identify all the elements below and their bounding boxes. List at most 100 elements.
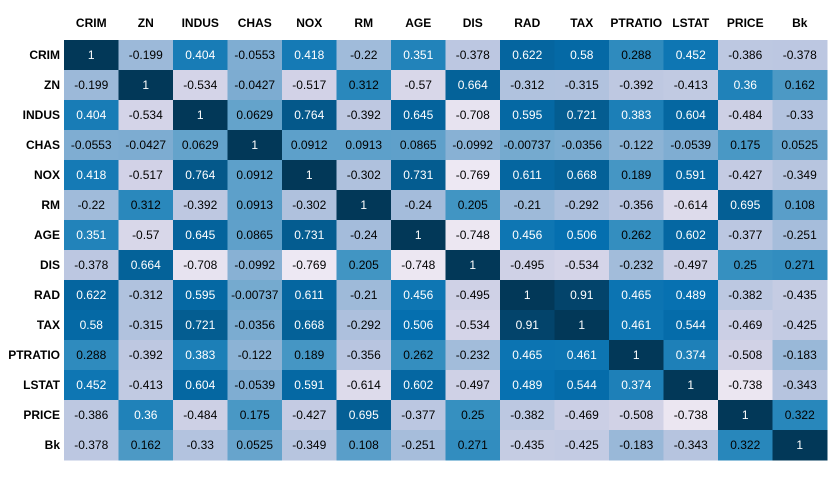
heatmap-cell	[554, 190, 610, 221]
cell-value-label: 1	[469, 258, 476, 272]
cell-value-label: -0.508	[619, 408, 653, 422]
heatmap-cell	[282, 400, 337, 431]
heatmap-cell	[227, 310, 283, 341]
row-label-crim: CRIM	[29, 48, 60, 62]
cell-value-label: -0.708	[183, 258, 217, 272]
heatmap-cell	[336, 400, 392, 431]
cell-value-label: -0.425	[783, 318, 817, 332]
heatmap-cell	[445, 100, 501, 131]
heatmap-cell	[391, 400, 446, 431]
cell-value-label: -0.378	[783, 48, 817, 62]
heatmap-cell	[118, 160, 174, 191]
cell-value-label: -0.00737	[231, 288, 279, 302]
heatmap-cell	[718, 190, 773, 221]
column-label-tax: TAX	[570, 16, 593, 30]
cell-value-label: 0.205	[349, 258, 379, 272]
cell-value-label: -0.0992	[234, 258, 275, 272]
heatmap-cell	[227, 130, 283, 161]
heatmap-cell	[609, 280, 664, 311]
cell-value-label: -0.508	[728, 348, 762, 362]
heatmap-cell	[391, 280, 446, 311]
cell-value-label: -0.748	[456, 228, 490, 242]
heatmap-cell	[445, 220, 501, 251]
cell-value-label: 0.312	[349, 78, 379, 92]
cell-value-label: 0.591	[676, 168, 706, 182]
cell-value-label: 0.731	[294, 228, 324, 242]
cell-value-label: 0.162	[131, 438, 161, 452]
heatmap-cell	[554, 220, 610, 251]
heatmap-cell	[718, 430, 773, 461]
cell-value-label: -0.21	[514, 198, 542, 212]
cell-value-label: -0.517	[129, 168, 163, 182]
heatmap-cell	[118, 190, 174, 221]
row-label-bk: Bk	[45, 438, 61, 452]
cell-value-label: 0.108	[785, 198, 815, 212]
heatmap-cell	[391, 160, 446, 191]
heatmap-cell	[227, 100, 283, 131]
row-label-age: AGE	[34, 228, 60, 242]
cell-value-label: -0.199	[129, 48, 163, 62]
heatmap-cell	[554, 130, 610, 161]
cell-value-label: -0.534	[129, 108, 163, 122]
cell-value-label: 0.351	[403, 48, 433, 62]
heatmap-cell	[718, 130, 773, 161]
cell-value-label: 0.404	[76, 108, 106, 122]
row-label-tax: TAX	[37, 318, 60, 332]
heatmap-cell	[445, 370, 501, 401]
cell-value-label: -0.497	[456, 378, 490, 392]
heatmap-cell	[554, 100, 610, 131]
heatmap-cell	[554, 310, 610, 341]
heatmap-cell	[64, 220, 119, 251]
cell-value-label: -0.0553	[234, 48, 275, 62]
column-label-rad: RAD	[514, 16, 540, 30]
cell-value-label: 0.0865	[400, 138, 437, 152]
heatmap-cell	[609, 340, 664, 371]
cell-value-label: 0.288	[76, 348, 106, 362]
cell-value-label: 1	[306, 168, 313, 182]
heatmap-cell	[718, 40, 773, 71]
cell-value-label: 0.645	[403, 108, 433, 122]
cell-value-label: 0.312	[131, 198, 161, 212]
cell-value-label: 0.288	[621, 48, 651, 62]
heatmap-cell	[609, 400, 664, 431]
heatmap-cell	[64, 190, 119, 221]
heatmap-cell	[282, 250, 337, 281]
column-label-price: PRICE	[727, 16, 764, 30]
heatmap-cell	[391, 190, 446, 221]
cell-value-label: 0.452	[676, 48, 706, 62]
column-label-nox: NOX	[296, 16, 322, 30]
heatmap-cell	[173, 370, 228, 401]
heatmap-cell	[282, 280, 337, 311]
heatmap-cell	[609, 310, 664, 341]
cell-value-label: 0.0913	[345, 138, 382, 152]
cell-value-label: 0.668	[567, 168, 597, 182]
cell-value-label: -0.392	[347, 108, 381, 122]
cell-value-label: 0.58	[570, 48, 594, 62]
cell-value-label: -0.356	[347, 348, 381, 362]
cell-value-label: 0.36	[734, 78, 758, 92]
cell-value-label: -0.382	[510, 408, 544, 422]
heatmap-cell	[445, 310, 501, 341]
heatmap-cell	[609, 220, 664, 251]
cell-value-label: 1	[796, 438, 803, 452]
cell-value-label: 1	[742, 408, 749, 422]
heatmap-cell	[282, 430, 337, 461]
heatmap-cell	[282, 340, 337, 371]
heatmap-cell	[609, 430, 664, 461]
heatmap-cell	[718, 280, 773, 311]
cell-value-label: 0.695	[349, 408, 379, 422]
cell-value-label: 0.0912	[291, 138, 328, 152]
cell-value-label: -0.484	[728, 108, 762, 122]
cell-value-label: -0.349	[783, 168, 817, 182]
heatmap-cell	[500, 100, 555, 131]
cell-value-label: -0.469	[728, 318, 762, 332]
column-label-bk: Bk	[792, 16, 808, 30]
heatmap-cell	[772, 220, 828, 251]
heatmap-cell	[336, 430, 392, 461]
heatmap-cell	[118, 220, 174, 251]
cell-value-label: -0.312	[129, 288, 163, 302]
heatmap-cell	[118, 70, 174, 101]
heatmap-cell	[64, 310, 119, 341]
cell-value-label: -0.57	[132, 228, 160, 242]
heatmap-cell	[500, 430, 555, 461]
